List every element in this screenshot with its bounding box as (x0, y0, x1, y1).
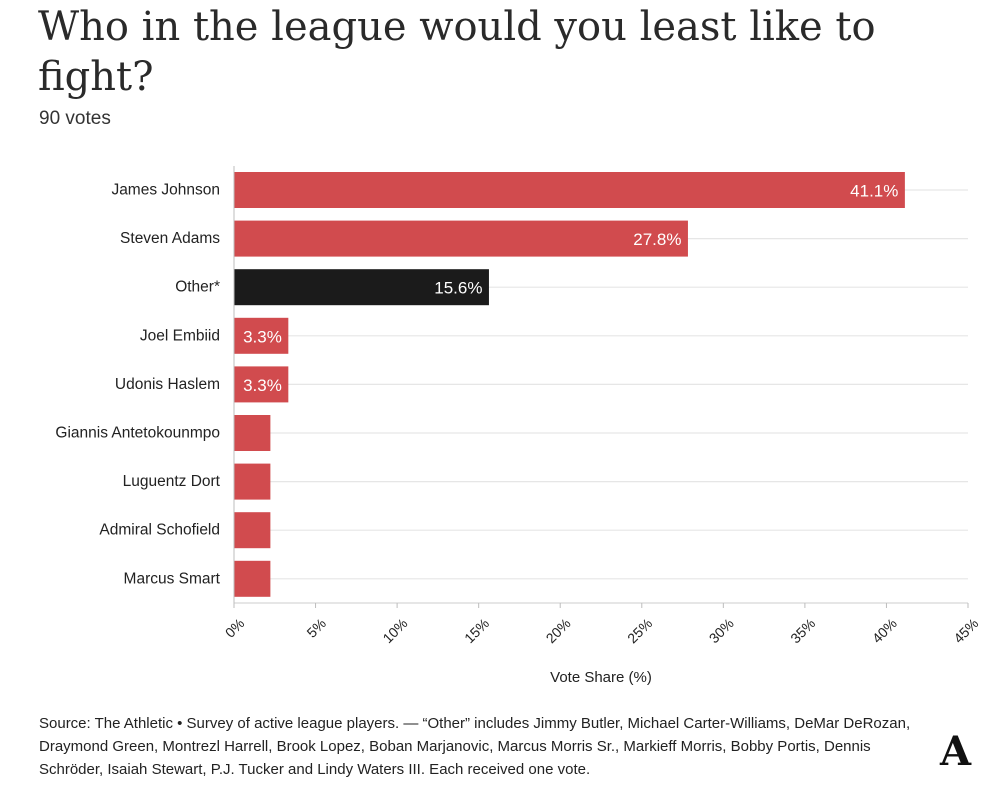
category-label: Luguentz Dort (123, 473, 221, 490)
data-label: 27.8% (633, 230, 681, 249)
category-label: Admiral Schofield (99, 522, 220, 539)
bar-chart: 41.1% 27.8% 15.6% 3.3% 3.3% James Johnson Ste… (55, 166, 981, 646)
data-label: 3.3% (243, 376, 282, 395)
data-label: 41.1% (850, 182, 898, 201)
data-label: 15.6% (434, 279, 482, 298)
the-athletic-logo-icon: A (940, 728, 972, 775)
x-tick-label: 20% (543, 615, 574, 646)
x-tick-label: 10% (379, 615, 410, 646)
source-footnote: Source: The Athletic • Survey of active … (39, 715, 911, 778)
chart-subtitle: 90 votes (39, 108, 111, 129)
x-tick-label: 5% (303, 615, 329, 641)
category-labels: James Johnson Steven Adams Other* Joel Embi… (55, 182, 220, 588)
category-label: Other* (175, 279, 220, 296)
data-label: 3.3% (243, 327, 282, 346)
x-tick-label: 0% (222, 615, 248, 641)
x-tick-labels: 0% 5% 10% 15% 20% 25% 30% 35% 40% 45% (222, 603, 981, 646)
bars: 41.1% 27.8% 15.6% 3.3% 3.3% (234, 172, 905, 597)
bar (234, 317, 289, 354)
category-label: Udonis Haslem (115, 376, 220, 393)
bar (234, 463, 271, 500)
bar (234, 366, 289, 403)
x-tick-label: 25% (624, 615, 655, 646)
chart-title: Who in the league would you least like t… (38, 4, 876, 100)
x-tick-label: 40% (869, 615, 900, 646)
category-label: Steven Adams (120, 230, 220, 247)
x-tick-label: 30% (706, 615, 737, 646)
category-label: Joel Embiid (140, 327, 220, 344)
bar (234, 415, 271, 451)
x-tick-label: 45% (950, 615, 981, 646)
category-label: Marcus Smart (124, 570, 221, 587)
bar (234, 512, 271, 549)
bar (234, 220, 688, 257)
category-label: Giannis Antetokounmpo (55, 425, 220, 442)
bar (234, 269, 489, 306)
x-tick-label: 15% (461, 615, 492, 646)
x-tick-label: 35% (787, 615, 818, 646)
bar (234, 560, 271, 597)
bar (234, 172, 905, 208)
category-label: James Johnson (111, 182, 220, 199)
x-axis-label: Vote Share (%) (550, 669, 652, 686)
